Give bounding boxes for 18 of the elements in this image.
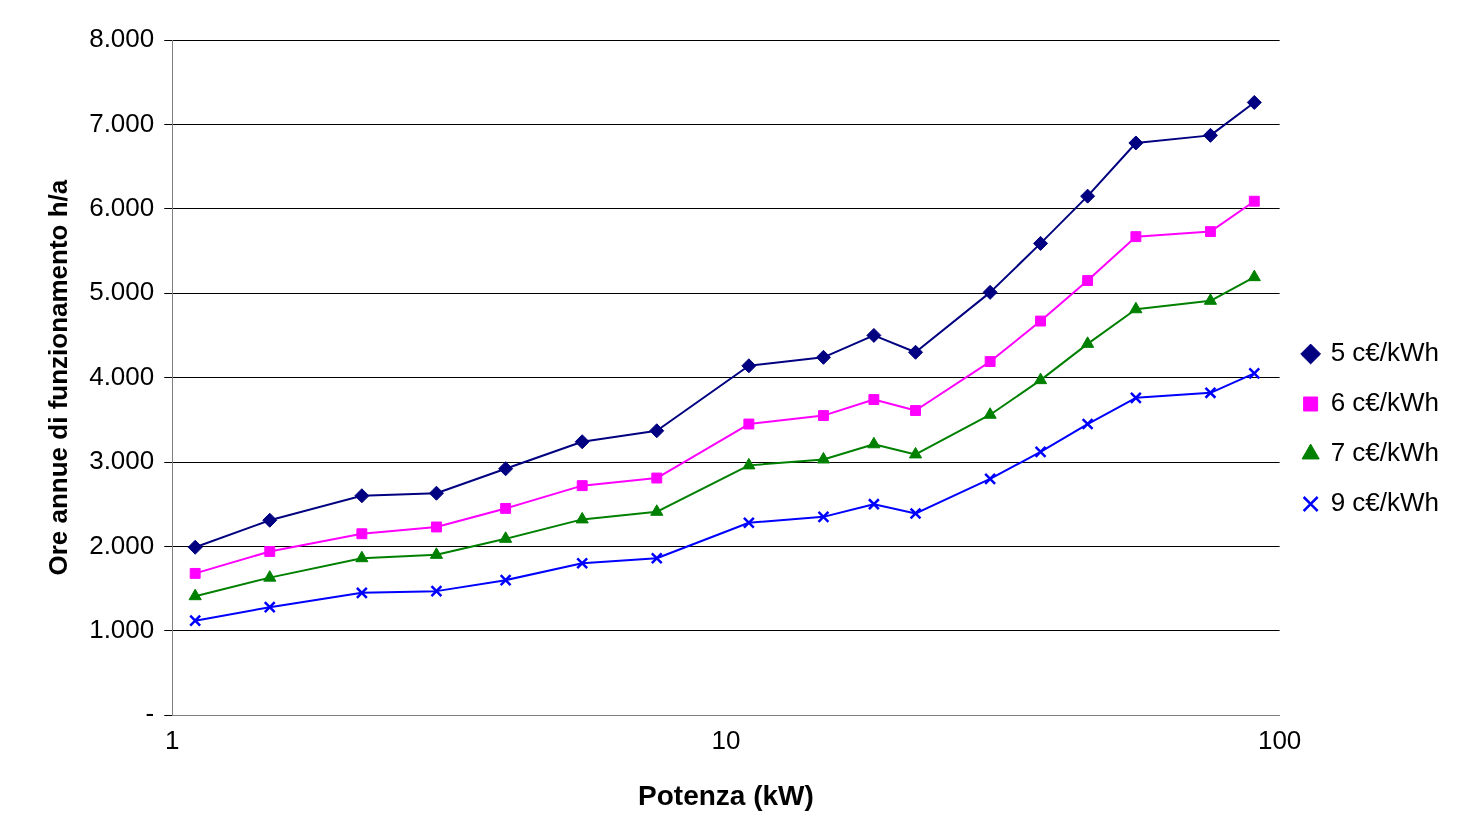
y-tick-label: 8.000 (89, 23, 155, 54)
x-tick-label: 100 (1257, 724, 1302, 755)
x-tick-label: 10 (711, 724, 741, 755)
y-axis-title: Ore annue di funzionamento h/a (42, 179, 73, 576)
y-tick-label: 1.000 (89, 613, 155, 644)
legend-label: 6 c€/kWh (1330, 387, 1440, 418)
y-tick-label: 3.000 (89, 445, 155, 476)
y-tick-label: 2.000 (89, 529, 155, 560)
y-tick-label: 4.000 (89, 360, 155, 391)
legend-label: 9 c€/kWh (1330, 487, 1440, 518)
y-tick-label: 7.000 (89, 107, 155, 138)
x-tick-label: 1 (165, 724, 180, 755)
legend-label: 5 c€/kWh (1330, 337, 1440, 368)
y-tick-label: - (145, 698, 155, 729)
x-axis-title: Potenza (kW) (638, 779, 814, 811)
y-tick-label: 6.000 (89, 191, 155, 222)
legend-label: 7 c€/kWh (1330, 437, 1440, 468)
y-tick-label: 5.000 (89, 276, 155, 307)
